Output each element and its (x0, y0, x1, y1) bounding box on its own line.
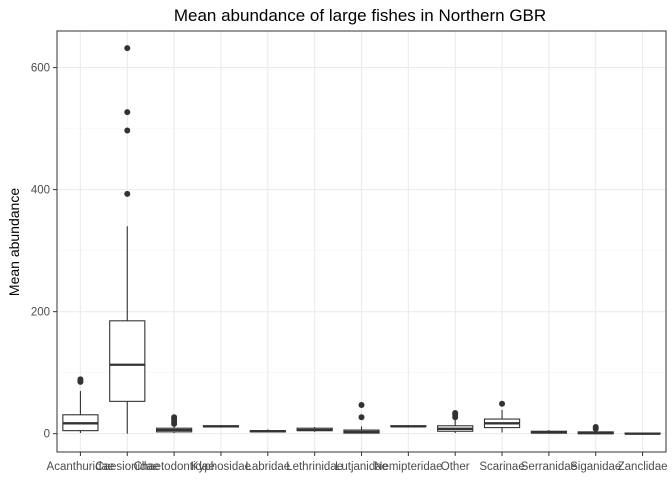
y-tick-label: 400 (31, 185, 50, 197)
y-tick-label: 200 (31, 307, 50, 319)
x-tick-label: Lethrinidae (286, 461, 343, 473)
outlier-point (77, 376, 84, 383)
box-acanthuridae (62, 376, 99, 434)
x-tick-label: Kyphosidae (191, 461, 251, 473)
grid (57, 31, 666, 452)
outlier-point (358, 402, 365, 409)
box-siganidae (577, 423, 614, 435)
outlier-point (124, 127, 131, 134)
box-chaetodontidae (155, 414, 193, 434)
box-other (437, 409, 474, 434)
x-tick-label: Scarinae (479, 461, 524, 473)
chart-title: Mean abundance of large fishes in Northe… (174, 6, 546, 25)
box-caesionidae (109, 45, 146, 434)
outlier-point (171, 414, 178, 421)
outlier-point (452, 409, 459, 416)
box-lethrinidae (296, 426, 333, 432)
box-scarinae (483, 400, 521, 433)
outlier-point (124, 109, 131, 116)
box-kyphosidae (202, 425, 240, 428)
y-tick-label: 0 (44, 429, 50, 441)
y-axis-label: Mean abundance (6, 188, 22, 296)
x-tick-label: Labridae (245, 461, 290, 473)
x-tick-label: Other (441, 461, 470, 473)
y-tick-label: 600 (31, 63, 50, 75)
box-serranidae (530, 430, 568, 434)
box-labridae (249, 429, 286, 433)
x-tick-label: Lutjanidae (335, 461, 388, 473)
outlier-point (592, 423, 599, 430)
x-tick-label: Nemipteridae (374, 461, 442, 473)
outlier-point (124, 190, 131, 197)
x-tick-label: Caesionidae (95, 461, 159, 473)
box-nemipteridae (390, 425, 427, 428)
box-lutjanidae (343, 402, 380, 434)
outlier-point (358, 414, 365, 421)
outlier-point (499, 400, 506, 407)
x-tick-label: Serranidae (521, 461, 577, 473)
x-tick-label: Siganidae (570, 461, 621, 473)
boxes (62, 45, 661, 435)
axes: 0 200 400 600 AcanthuridaeCaesionidaeChaetod… (31, 63, 668, 473)
x-tick-label: Zanclidae (618, 461, 668, 473)
outlier-point (124, 45, 131, 52)
x-tick-label: Chaetodontidae (134, 461, 215, 473)
box-iqr (109, 320, 146, 402)
box-zanclidae (624, 432, 661, 435)
x-tick-label: Acanthuridae (47, 461, 115, 473)
